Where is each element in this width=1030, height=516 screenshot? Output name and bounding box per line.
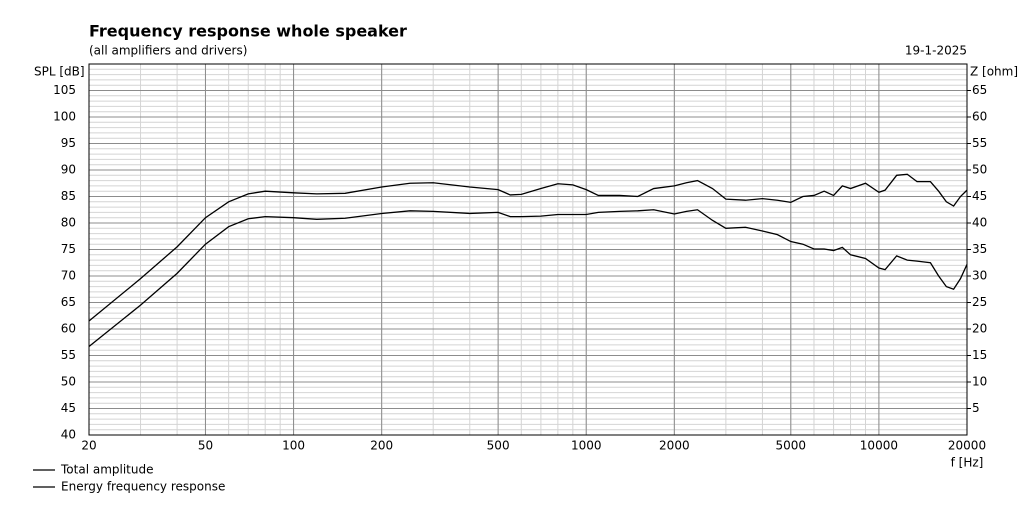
x-tick-label: 500	[487, 439, 510, 453]
y2-tick-label: 20	[972, 322, 987, 336]
y-tick-label: 90	[61, 163, 76, 177]
y2-tick-label: 65	[972, 83, 987, 97]
y-tick-label: 45	[61, 401, 76, 415]
y2-tick-label: 60	[972, 110, 987, 124]
y2-tick-label: 15	[972, 348, 987, 362]
y2-tick-label: 25	[972, 295, 987, 309]
x-tick-label: 1000	[571, 439, 602, 453]
y-tick-label: 100	[53, 110, 76, 124]
series-line	[88, 209, 968, 347]
x-tick-label: 50	[198, 439, 213, 453]
y-tick-label: 70	[61, 269, 76, 283]
y2-tick-label: 30	[972, 269, 987, 283]
x-tick-label: 5000	[776, 439, 807, 453]
y2-tick-label: 35	[972, 242, 987, 256]
y-tick-label: 105	[53, 83, 76, 97]
y2-tick-label: 50	[972, 163, 987, 177]
legend-label: Total amplitude	[60, 463, 153, 477]
chart-title: Frequency response whole speaker	[89, 22, 407, 41]
legend-label: Energy frequency response	[61, 480, 225, 494]
series-line	[88, 173, 968, 322]
y-tick-label: 95	[61, 136, 76, 150]
y2-tick-label: 55	[972, 136, 987, 150]
x-tick-label: 10000	[860, 439, 898, 453]
y2-tick-label: 45	[972, 189, 987, 203]
y-tick-label: 85	[61, 189, 76, 203]
chart-subtitle: (all amplifiers and drivers)	[89, 44, 247, 58]
y2-tick-label: 40	[972, 216, 987, 230]
plot-frame	[88, 63, 968, 436]
y-tick-label: 75	[61, 242, 76, 256]
y2-tick-label: 5	[972, 401, 980, 415]
y-axis-label: SPL [dB]	[34, 65, 85, 79]
y-tick-label: 60	[61, 322, 76, 336]
y-tick-label: 40	[61, 428, 76, 442]
y-tick-label: 80	[61, 216, 76, 230]
x-tick-label: 200	[370, 439, 393, 453]
x-axis-label: f [Hz]	[951, 456, 984, 470]
date: 19-1-2025	[905, 44, 967, 58]
x-tick-label: 2000	[659, 439, 690, 453]
y2-tick-label: 10	[972, 375, 987, 389]
x-tick-label: 100	[282, 439, 305, 453]
y-tick-label: 65	[61, 295, 76, 309]
x-tick-label: 20000	[948, 439, 986, 453]
y-tick-label: 55	[61, 348, 76, 362]
y2-axis-label: Z [ohm]	[970, 65, 1018, 79]
y-tick-label: 50	[61, 375, 76, 389]
x-tick-label: 20	[81, 439, 96, 453]
